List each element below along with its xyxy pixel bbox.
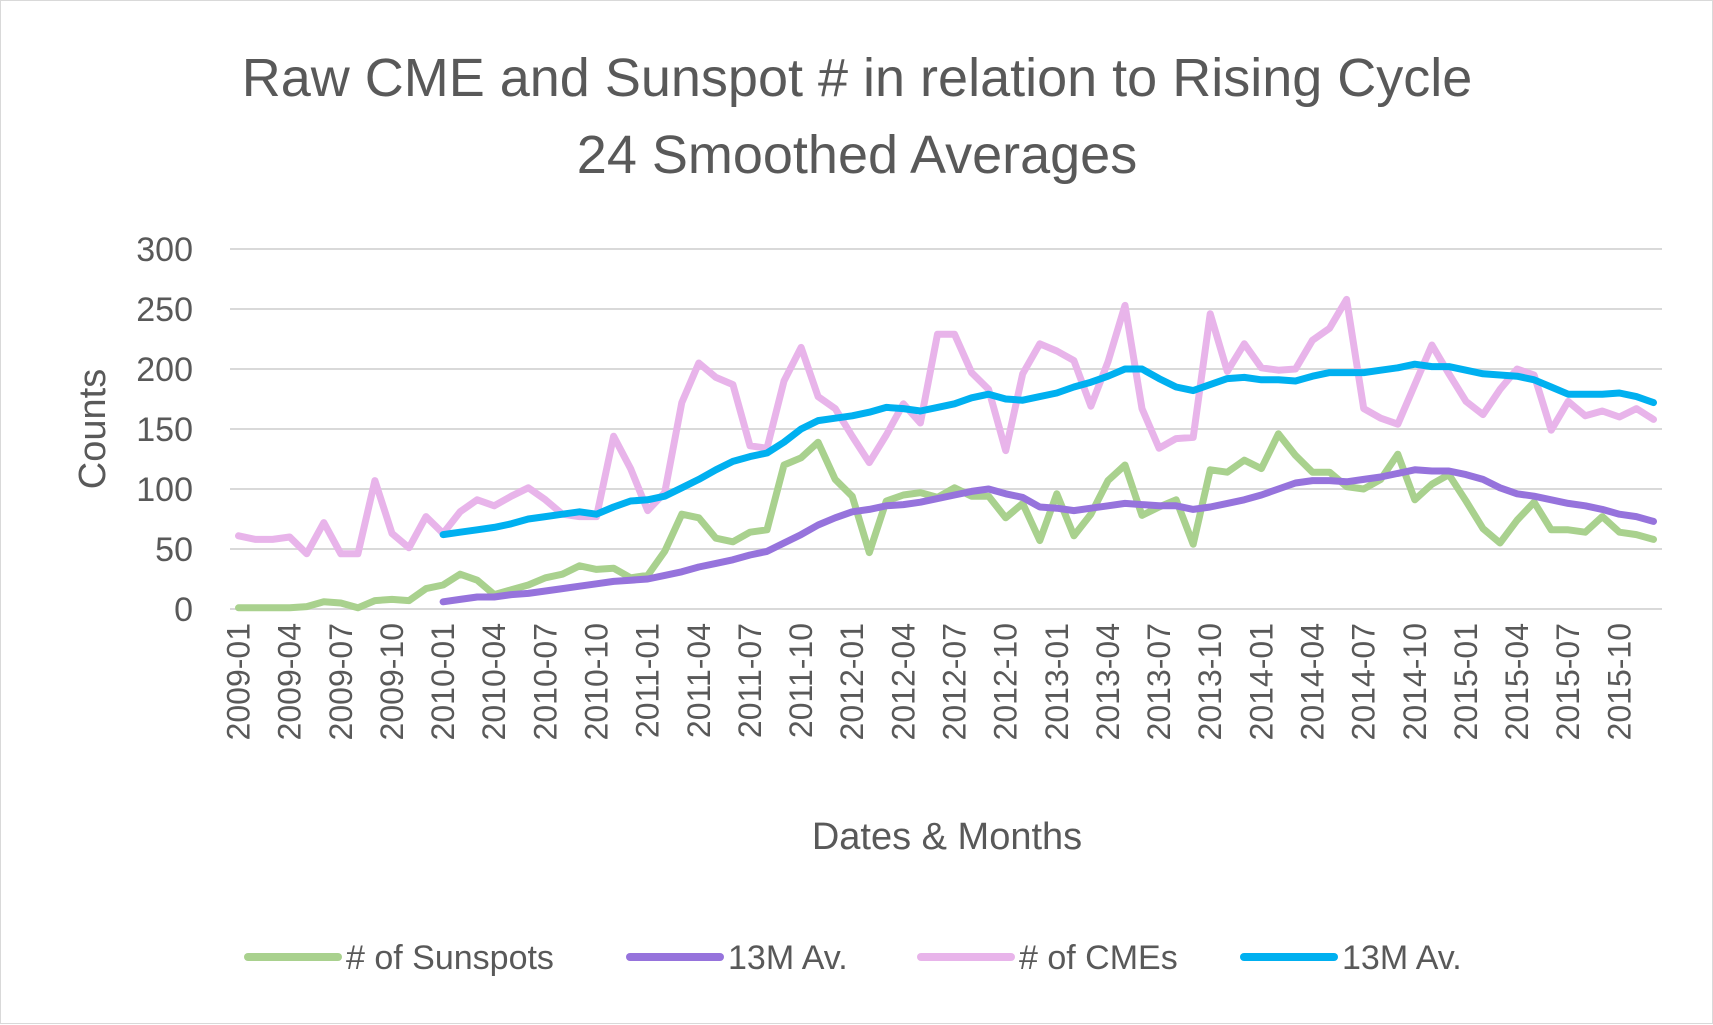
x-tick-label: 2009-01 [221, 623, 257, 740]
x-tick-label: 2014-01 [1243, 623, 1279, 740]
y-tick-label: 300 [136, 231, 193, 269]
x-tick-label: 2012-07 [937, 623, 973, 740]
series-line-0 [235, 430, 1657, 612]
x-tick-label: 2009-04 [272, 623, 308, 740]
x-tick-label: 2011-10 [783, 623, 819, 738]
x-tick-label: 2011-07 [732, 623, 768, 738]
x-tick-label: 2012-10 [988, 623, 1024, 740]
series-lines [235, 295, 1657, 612]
x-tick-label: 2013-01 [1039, 623, 1075, 740]
legend-label: 13M Av. [1342, 939, 1462, 977]
x-axis-label: Dates & Months [812, 816, 1082, 858]
legend-item: 13M Av. [1240, 939, 1462, 977]
legend-item: 13M Av. [626, 939, 848, 977]
x-tick-label: 2013-07 [1141, 623, 1177, 740]
y-tick-label: 100 [136, 471, 193, 509]
gridlines [230, 248, 1662, 610]
x-tick-label: 2009-10 [374, 623, 410, 740]
legend-label: 13M Av. [728, 939, 848, 977]
legend-item: # of CMEs [917, 939, 1178, 977]
series-line-3 [439, 360, 1657, 539]
x-tick-label: 2010-04 [476, 623, 512, 740]
x-tick-label: 2010-01 [425, 623, 461, 740]
x-tick-label: 2012-04 [885, 623, 921, 740]
x-axis-tick-labels: 2009-01 2009-04 2009-07 2009-10 2010-01 2010-… [221, 623, 1638, 740]
x-tick-label: 2009-07 [323, 623, 359, 740]
y-tick-label: 250 [136, 291, 193, 329]
x-tick-label: 2013-04 [1090, 623, 1126, 740]
x-tick-label: 2010-10 [579, 623, 615, 740]
chart-title-line-1: Raw CME and Sunspot # in relation to Ris… [242, 48, 1473, 108]
series-line-2 [235, 295, 1657, 558]
legend-item: # of Sunspots [244, 939, 554, 977]
x-tick-label: 2015-04 [1499, 623, 1535, 740]
x-tick-label: 2010-07 [527, 623, 563, 740]
legend-label: # of CMEs [1019, 939, 1178, 977]
x-tick-label: 2012-01 [834, 623, 870, 740]
y-tick-label: 50 [155, 531, 193, 569]
x-tick-label: 2015-01 [1448, 623, 1484, 740]
y-axis-tick-labels: 0 50 100 150 200 250 300 [136, 231, 193, 629]
y-axis-label: Counts [72, 369, 114, 489]
x-tick-label: 2015-10 [1601, 623, 1637, 740]
y-tick-label: 0 [174, 591, 193, 629]
x-tick-label: 2011-04 [681, 623, 717, 738]
x-tick-label: 2014-10 [1397, 623, 1433, 740]
legend: # of Sunspots 13M Av. # of CMEs 13M Av. [244, 939, 1462, 977]
x-tick-label: 2013-10 [1192, 623, 1228, 740]
x-tick-label: 2014-07 [1346, 623, 1382, 740]
chart-title-line-2: 24 Smoothed Averages [577, 125, 1137, 185]
y-tick-label: 150 [136, 411, 193, 449]
series-line-1 [439, 466, 1657, 606]
x-tick-label: 2014-04 [1295, 623, 1331, 740]
x-tick-label: 2015-07 [1550, 623, 1586, 740]
x-tick-label: 2011-01 [630, 623, 666, 738]
y-tick-label: 200 [136, 351, 193, 389]
legend-label: # of Sunspots [346, 939, 554, 977]
